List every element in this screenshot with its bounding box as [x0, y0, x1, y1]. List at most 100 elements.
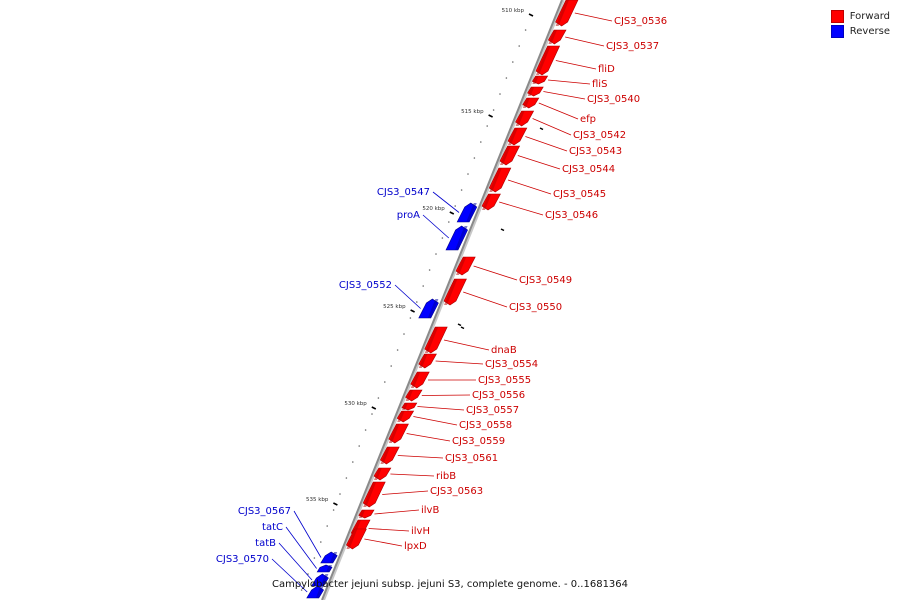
- gene-box-shade: [326, 565, 332, 572]
- gene-box: [481, 193, 501, 211]
- gene-label[interactable]: CJS3_0556: [472, 390, 525, 401]
- gene-label[interactable]: CJS3_0549: [519, 275, 572, 286]
- gene-box-shade: [405, 390, 413, 401]
- gene-leader-line: [413, 416, 458, 426]
- gene-box-shade: [532, 76, 539, 84]
- gene-label[interactable]: lpxD: [404, 541, 427, 552]
- scale-dot: [384, 381, 386, 383]
- scale-dot: [313, 557, 316, 559]
- scale-dot: [518, 45, 520, 47]
- gene-leader-line: [555, 60, 597, 70]
- gene-leader-line: [394, 284, 421, 309]
- legend-item-reverse[interactable]: Reverse: [830, 24, 890, 39]
- gene-box-shade: [380, 447, 391, 464]
- gene-label[interactable]: CJS3_0544: [562, 164, 615, 175]
- gene-label[interactable]: CJS3_0536: [614, 16, 667, 27]
- tick-label: 535 kbp: [306, 497, 329, 503]
- gene-box-shade: [418, 354, 428, 368]
- legend-label: Reverse: [849, 26, 890, 37]
- scale-dot: [454, 205, 457, 207]
- scale-dot: [320, 541, 322, 543]
- scale-dot: [422, 285, 425, 287]
- gene-label[interactable]: CJS3_0567: [238, 506, 291, 517]
- scale-dot: [512, 61, 514, 63]
- scale-dot: [460, 189, 463, 191]
- gene-leader-line: [406, 433, 451, 442]
- tick-mark: [539, 127, 544, 131]
- genome-title: Campylobacter jejuni subsp. jejuni S3, c…: [271, 579, 629, 590]
- gene-label[interactable]: ilvB: [421, 505, 439, 516]
- gene-label[interactable]: CJS3_0543: [569, 146, 622, 157]
- gene-label[interactable]: CJS3_0557: [466, 405, 519, 416]
- gene-box-shade: [527, 87, 535, 96]
- gene-leader-line: [499, 201, 544, 216]
- gene-label[interactable]: efp: [580, 114, 596, 125]
- scale-dot: [390, 365, 393, 367]
- gene-label[interactable]: CJS3_0547: [377, 187, 430, 198]
- tick-mark: [333, 502, 338, 506]
- scale-dot: [435, 253, 437, 255]
- tick-mark: [528, 13, 534, 17]
- tick-label: 525 kbp: [383, 304, 406, 310]
- gene-label[interactable]: fliS: [592, 79, 607, 90]
- scale-dot: [428, 269, 431, 271]
- gene-box-shade: [489, 168, 502, 192]
- gene-label[interactable]: CJS3_0552: [339, 280, 392, 291]
- scale-dot: [352, 461, 354, 463]
- gene-box-shade: [522, 98, 530, 108]
- gene-label[interactable]: tatB: [255, 538, 276, 549]
- scale-dot: [345, 477, 348, 479]
- legend-item-forward[interactable]: Forward: [830, 9, 890, 24]
- tick-label: 520 kbp: [422, 206, 445, 212]
- gene-label[interactable]: dnaB: [491, 345, 517, 356]
- gene-leader-line: [397, 455, 444, 459]
- tick-label: 515 kbp: [461, 109, 484, 115]
- gene-label[interactable]: CJS3_0542: [573, 130, 626, 141]
- gene-box-shade: [455, 226, 468, 250]
- gene-box-shade: [555, 0, 569, 26]
- gene-leader-line: [364, 538, 403, 547]
- scale-dot: [473, 157, 476, 159]
- gene-label[interactable]: CJS3_0561: [445, 453, 498, 464]
- gene-label[interactable]: CJS3_0563: [430, 486, 483, 497]
- scale-dot: [486, 125, 489, 127]
- gene-box-shade: [548, 30, 557, 44]
- gene-leader-line: [473, 265, 518, 281]
- scale-dot: [307, 573, 309, 575]
- gene-label[interactable]: CJS3_0554: [485, 359, 538, 370]
- gene-label[interactable]: fliD: [598, 64, 615, 75]
- gene-box-shade: [536, 46, 551, 75]
- gene-label[interactable]: ribB: [436, 471, 456, 482]
- gene-box-shade: [444, 279, 458, 305]
- scale-dot: [441, 237, 444, 239]
- tick-mark: [449, 211, 455, 215]
- gene-box-shade: [456, 257, 467, 275]
- gene-label[interactable]: tatC: [262, 522, 283, 533]
- gene-box-shade: [515, 111, 525, 126]
- gene-label[interactable]: CJS3_0558: [459, 420, 512, 431]
- gene-leader-line: [293, 510, 322, 558]
- gene-label[interactable]: CJS3_0559: [452, 436, 505, 447]
- gene-leader-line: [574, 12, 613, 22]
- gene-label[interactable]: proA: [397, 210, 420, 221]
- gene-label[interactable]: CJS3_0550: [509, 302, 562, 313]
- gene-label[interactable]: CJS3_0537: [606, 41, 659, 52]
- scale-dot: [371, 413, 373, 415]
- gene-box-shade: [363, 482, 377, 507]
- tick-mark: [460, 326, 465, 330]
- gene-label[interactable]: CJS3_0545: [553, 189, 606, 200]
- gene-label[interactable]: CJS3_0540: [587, 94, 640, 105]
- gene-box-shade: [358, 510, 365, 518]
- gene-label[interactable]: CJS3_0570: [216, 554, 269, 565]
- backbone-shadow: [322, 0, 565, 600]
- gene-label[interactable]: ilvH: [411, 526, 430, 537]
- gene-leader-line: [278, 542, 313, 581]
- scale-dot: [326, 525, 329, 527]
- gene-box-shade: [315, 586, 324, 598]
- gene-label[interactable]: CJS3_0546: [545, 210, 598, 221]
- gene-label[interactable]: CJS3_0555: [478, 375, 531, 386]
- gene-box-shade: [410, 372, 421, 388]
- scale-dot: [416, 301, 418, 303]
- reverse-swatch-icon: [830, 25, 844, 38]
